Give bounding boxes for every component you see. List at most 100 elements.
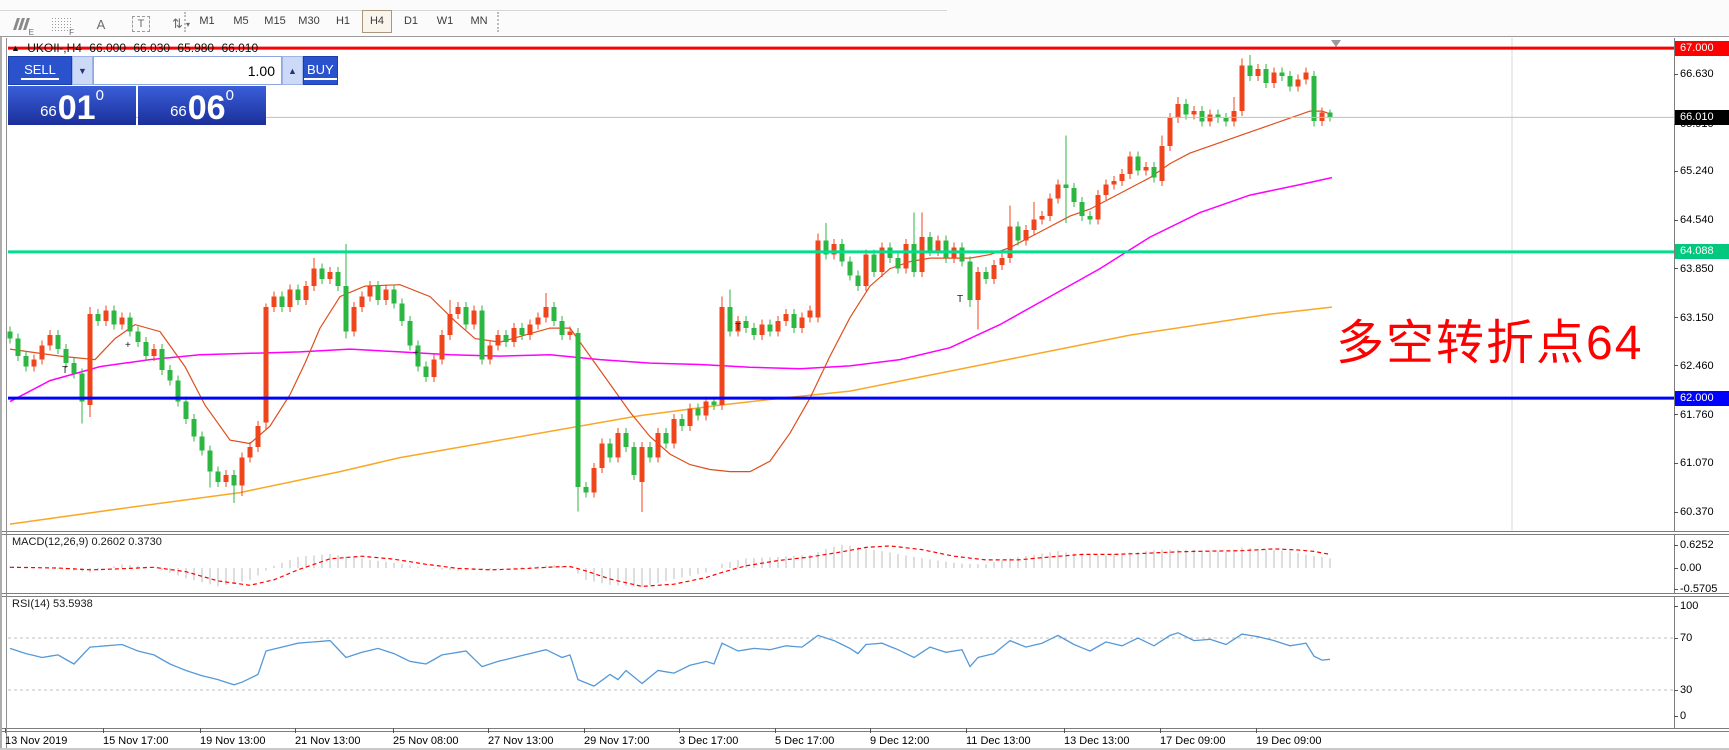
tf-button-MN[interactable]: MN <box>464 10 494 33</box>
price-tick <box>1674 73 1678 75</box>
time-axis-label: 19 Nov 13:00 <box>200 735 266 747</box>
rsi-scale-label: 0 <box>1680 710 1687 722</box>
tf-button-H4[interactable]: H4 <box>362 10 392 33</box>
macd-signal-value: 0.3730 <box>128 536 162 548</box>
sell-button[interactable]: SELL <box>8 56 72 85</box>
tf-button-M5[interactable]: M5 <box>226 10 256 33</box>
chart-mark: T <box>735 322 741 333</box>
rsi-scale-tick <box>1674 689 1678 691</box>
bid-prefix: 66 <box>40 103 57 120</box>
arrows-tool-icon[interactable]: ⇅ ▾ <box>172 16 190 31</box>
chart-shift-marker-icon <box>1331 40 1341 47</box>
symbol-triangle-icon: ▲ <box>11 43 20 53</box>
time-axis-label: 29 Nov 17:00 <box>584 735 650 747</box>
buy-button[interactable]: BUY <box>303 56 338 85</box>
candles <box>7 55 1333 513</box>
rsi-scale-label: 30 <box>1680 684 1693 696</box>
bar-high: 66.030 <box>133 41 171 55</box>
toolbar-grip-2[interactable] <box>497 12 499 32</box>
time-tick <box>584 728 585 733</box>
volume-increase-button[interactable]: ▲ <box>282 56 303 85</box>
rsi-scale-label: 70 <box>1680 632 1693 644</box>
chart-style-icon-sub: E <box>28 28 34 37</box>
chart-mark: T <box>957 294 963 305</box>
bid-price-box[interactable]: 66 01 0 <box>8 86 136 125</box>
price-badge-62.000: 62.000 <box>1675 390 1729 406</box>
grid-icon[interactable]: F <box>48 14 74 37</box>
bar-open: 66.000 <box>89 41 126 55</box>
grid-icon-sub: F <box>69 28 74 37</box>
time-tick <box>870 728 871 733</box>
macd-panel <box>9 544 1331 588</box>
price-tick <box>1674 462 1678 464</box>
macd-signal-line <box>9 545 1331 588</box>
label-tool-icon[interactable]: A <box>96 16 106 32</box>
toolbar: E F A T ⇅ ▾ M1 M5 M15 M30 H1 H4 D1 W1 MN <box>0 0 1729 37</box>
chart-left-border <box>6 38 7 748</box>
main-macd-splitter[interactable] <box>0 531 1729 535</box>
dropdown-caret-icon[interactable]: ▾ <box>185 19 190 29</box>
rsi-line <box>9 632 1331 687</box>
time-axis-label: 9 Dec 12:00 <box>870 735 930 747</box>
annotation-text: 多空转折点64 <box>1336 317 1644 370</box>
ask-sup: 0 <box>225 87 234 104</box>
rsi-axis-splitter[interactable] <box>0 728 1729 732</box>
tf-button-M15[interactable]: M15 <box>260 10 290 33</box>
toolbar-divider <box>0 10 947 11</box>
time-axis-label: 25 Nov 08:00 <box>393 735 459 747</box>
macd-main-value: 0.2602 <box>91 536 126 548</box>
price-badge-67.000: 67.000 <box>1675 40 1729 56</box>
price-tick-label: 63.850 <box>1680 262 1714 275</box>
symbol-name: UKOIl-,H4 <box>27 41 82 55</box>
tf-button-M1[interactable]: M1 <box>192 10 222 33</box>
time-tick <box>488 728 489 733</box>
bid-big: 01 <box>57 89 96 127</box>
volume-input[interactable] <box>93 56 282 85</box>
text-tool-icon[interactable]: T <box>128 14 154 34</box>
tf-button-H1[interactable]: H1 <box>328 10 358 33</box>
time-tick <box>103 728 104 733</box>
macd-rsi-splitter[interactable] <box>0 593 1729 597</box>
time-tick <box>966 728 967 733</box>
ask-price-box[interactable]: 66 06 0 <box>138 86 266 125</box>
tf-button-W1[interactable]: W1 <box>430 10 460 33</box>
timeframe-bar: M1 M5 M15 M30 H1 H4 D1 W1 MN <box>192 10 498 33</box>
time-tick <box>1256 728 1257 733</box>
rsi-label: RSI(14) 53.5938 <box>12 598 93 610</box>
rsi-scale-tick <box>1674 605 1678 607</box>
chart-mark: T <box>62 365 68 376</box>
macd-scale-tick <box>1674 567 1678 569</box>
price-tick <box>1674 317 1678 319</box>
one-click-trading-panel: SELL ▼ ▲ BUY 66 01 0 66 06 0 <box>8 56 338 125</box>
macd-scale-tick <box>1674 588 1678 590</box>
bar-close: 66.010 <box>221 41 259 55</box>
chart-style-icon[interactable]: E <box>8 14 34 37</box>
ma-line-slow <box>9 306 1333 525</box>
time-axis-label: 13 Dec 13:00 <box>1064 735 1130 747</box>
time-axis-label: 27 Nov 13:00 <box>488 735 554 747</box>
price-tick-label: 61.070 <box>1680 457 1714 470</box>
chart-title: ▲ UKOIl-,H4 66.000 66.030 65.980 66.010 <box>11 41 262 55</box>
ma-line-fast <box>9 110 1333 473</box>
tf-button-D1[interactable]: D1 <box>396 10 426 33</box>
bar-low: 65.980 <box>177 41 215 55</box>
ask-prefix: 66 <box>170 103 187 120</box>
volume-decrease-button[interactable]: ▼ <box>72 56 93 85</box>
price-tick <box>1674 511 1678 513</box>
toolbar-grip[interactable] <box>184 12 186 32</box>
price-tick-label: 61.760 <box>1680 408 1714 421</box>
rsi-scale-tick <box>1674 637 1678 639</box>
time-tick <box>1064 728 1065 733</box>
chart-mark: + <box>125 340 131 351</box>
time-tick <box>679 728 680 733</box>
price-tick <box>1674 219 1678 221</box>
tf-button-M30[interactable]: M30 <box>294 10 324 33</box>
price-tick-label: 66.630 <box>1680 68 1714 80</box>
rsi-scale-label: 100 <box>1680 600 1699 612</box>
time-tick <box>5 728 6 733</box>
macd-scale-label: 0.00 <box>1680 562 1702 574</box>
chart-mark: + <box>413 348 419 359</box>
macd-scale-label: 0.6252 <box>1680 539 1714 551</box>
